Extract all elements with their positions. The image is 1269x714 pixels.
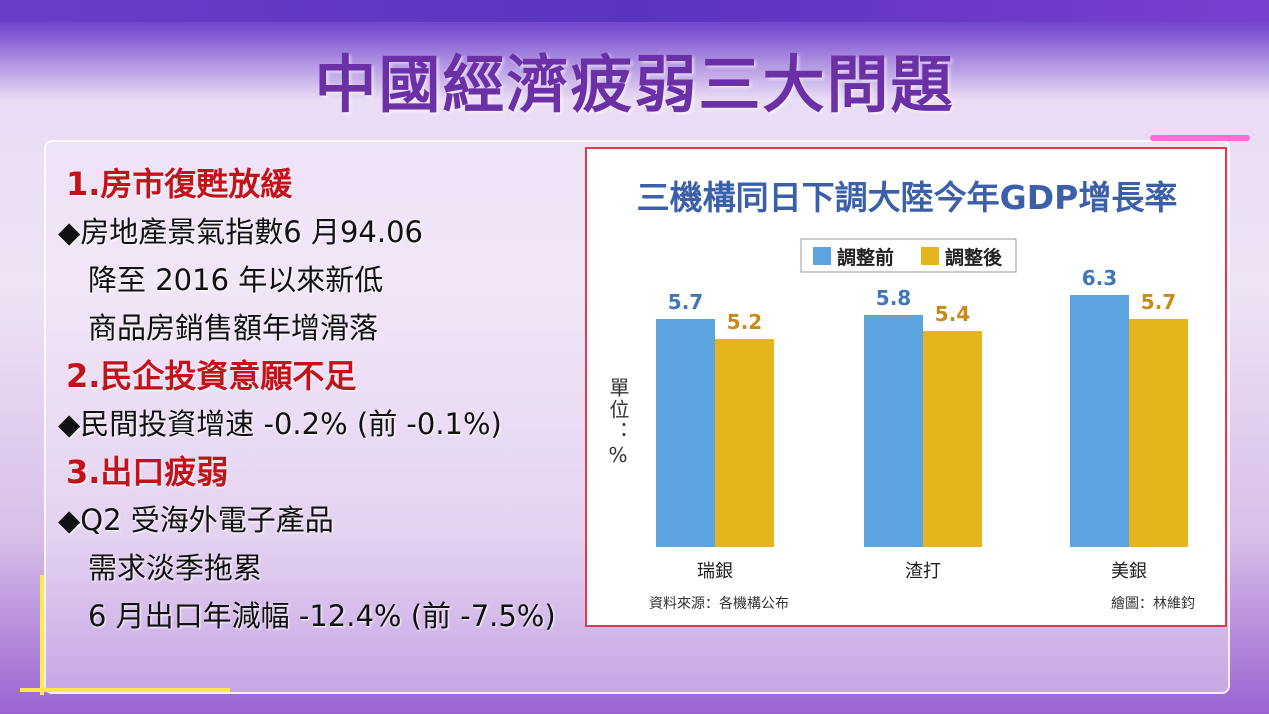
data-label: 5.2 — [727, 310, 762, 334]
bullet-line: ◆民間投資增速 -0.2% (前 -0.1%) — [58, 407, 502, 441]
legend-swatch-after — [921, 247, 939, 265]
gdp-bar-chart: 三機構同日下調大陸今年GDP增長率 調整前 調整後 5.7 5.2 瑞銀 5.8 5.4… — [637, 178, 1195, 612]
data-label: 5.7 — [668, 290, 703, 314]
data-label: 5.4 — [935, 302, 970, 326]
chart: 三機構同日下調大陸今年GDP增長率 調整前 調整後 5.7 5.2 瑞銀 5.8 5.4… — [585, 147, 1227, 627]
chart-title: 三機構同日下調大陸今年GDP增長率 — [637, 178, 1178, 217]
category-label: 渣打 — [905, 561, 941, 582]
legend-label-after: 調整後 — [945, 246, 1003, 269]
bullet-line: ◆房地產景氣指數6 月94.06 — [58, 215, 423, 249]
section-heading: 1.房市復甦放緩 — [66, 165, 293, 203]
credit-note: 繪圖：林維鈞 — [1111, 595, 1195, 612]
data-label: 6.3 — [1082, 266, 1117, 290]
bar-after — [923, 331, 982, 547]
bar-before — [656, 319, 715, 547]
y-axis-label: 單位：% — [606, 377, 630, 469]
bar-before — [1070, 295, 1129, 547]
legend-label-before: 調整前 — [837, 246, 894, 269]
bullet-line: ◆Q2 受海外電子產品 — [58, 503, 334, 537]
bullet-line: 商品房銷售額年增滑落 — [88, 311, 379, 345]
category-label: 美銀 — [1111, 561, 1147, 582]
data-label: 5.7 — [1141, 290, 1176, 314]
bullet-line: 6 月出口年減幅 -12.4% (前 -7.5%) — [88, 599, 556, 633]
bullet-list: 1.房市復甦放緩 ◆房地產景氣指數6 月94.06 降至 2016 年以來新低 商品房… — [58, 160, 588, 640]
legend-swatch-before — [813, 247, 831, 265]
decor-glow — [20, 688, 230, 692]
bar-after — [715, 339, 774, 547]
source-note: 資料來源：各機構公布 — [649, 596, 789, 612]
slide-title: 中國經濟疲弱三大問題 — [314, 48, 955, 121]
category-label: 瑞銀 — [697, 561, 733, 582]
data-label: 5.8 — [876, 286, 911, 310]
decor-glow — [1150, 135, 1250, 141]
bullet-line: 需求淡季拖累 — [88, 551, 263, 585]
top-band — [0, 0, 1269, 22]
bar-after — [1129, 319, 1188, 547]
bar-before — [864, 315, 923, 547]
section-heading: 3.出口疲弱 — [66, 453, 229, 491]
section-heading: 2.民企投資意願不足 — [66, 357, 357, 395]
legend: 調整前 調整後 — [800, 238, 1017, 273]
legend-box — [800, 238, 1017, 273]
bullet-line: 降至 2016 年以來新低 — [88, 263, 384, 297]
decor-glow — [40, 575, 44, 695]
